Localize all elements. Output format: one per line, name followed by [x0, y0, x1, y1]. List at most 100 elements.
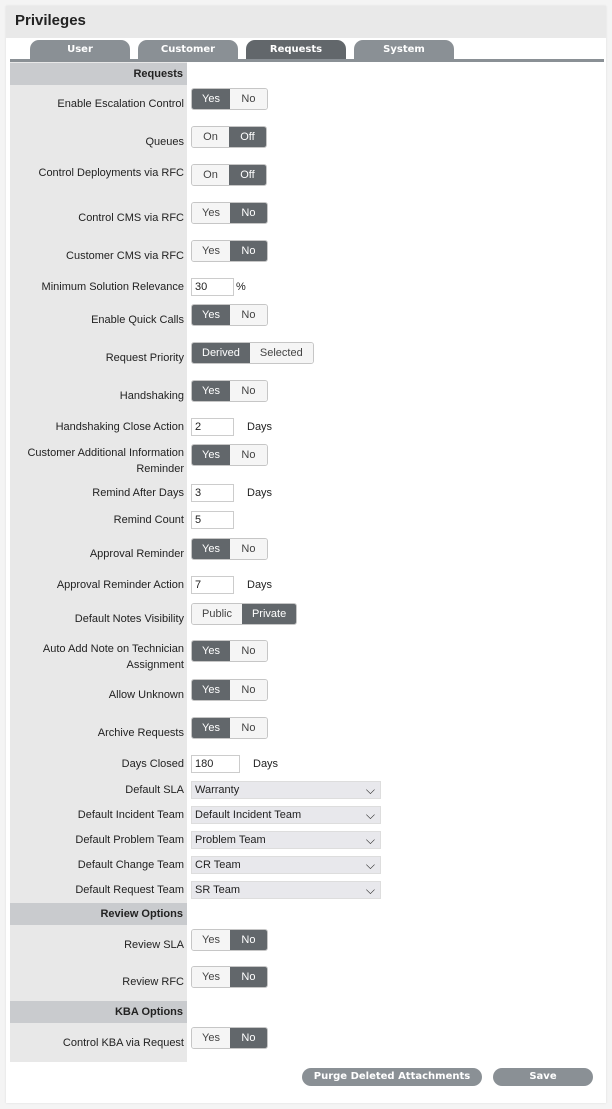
control-kba-via-request-option-no[interactable]: No [229, 1028, 267, 1048]
review-rfc-option-yes[interactable]: Yes [192, 967, 230, 987]
handshaking-option-no[interactable]: No [229, 381, 267, 401]
review-rfc-control: Yes No [191, 966, 268, 988]
control-deployments-via-rfc-label: Control Deployments via RFC [38, 167, 185, 179]
enable-quick-calls-toggle[interactable]: Yes No [191, 304, 268, 326]
control-cms-via-rfc-toggle[interactable]: Yes No [191, 202, 268, 224]
queues-option-off[interactable]: Off [229, 127, 266, 147]
auto-add-note-on-technician-assignment-label: Auto Add Note on Technician Assignment [42, 643, 184, 671]
customer-cms-via-rfc-option-yes[interactable]: Yes [192, 241, 230, 261]
remind-count-input[interactable]: 5 [191, 511, 234, 529]
minimum-solution-relevance-label: Minimum Solution Relevance [41, 281, 184, 293]
chevron-down-icon: ⌵ [365, 833, 375, 847]
queues-label: Queues [145, 136, 184, 148]
request-priority-toggle[interactable]: Derived Selected [191, 342, 314, 364]
handshaking-option-yes[interactable]: Yes [192, 381, 230, 401]
control-cms-via-rfc-option-no[interactable]: No [229, 203, 267, 223]
review-rfc-option-no[interactable]: No [229, 967, 267, 987]
section-header: KBA Options [10, 1001, 187, 1023]
approval-reminder-option-yes[interactable]: Yes [192, 539, 230, 559]
tab-customer[interactable]: Customer [138, 40, 238, 59]
auto-add-note-on-technician-assignment-option-yes[interactable]: Yes [192, 641, 230, 661]
save-button[interactable]: Save [493, 1068, 593, 1086]
customer-additional-information-reminder-label: Customer Additional Information Reminder [27, 447, 184, 475]
control-deployments-via-rfc-option-off[interactable]: Off [229, 165, 266, 185]
default-notes-visibility-option-public[interactable]: Public [192, 604, 242, 624]
approval-reminder-action-input[interactable]: 7 [191, 576, 234, 594]
enable-escalation-control-toggle[interactable]: Yes No [191, 88, 268, 110]
default-incident-team-value: Default Incident Team [195, 809, 302, 821]
customer-cms-via-rfc-option-no[interactable]: No [229, 241, 267, 261]
approval-reminder-toggle[interactable]: Yes No [191, 538, 268, 560]
default-sla-value: Warranty [195, 784, 240, 796]
default-request-team-select[interactable]: SR Team ⌵ [191, 881, 381, 899]
queues-control: On Off [191, 126, 267, 148]
control-deployments-via-rfc-option-on[interactable]: On [192, 165, 229, 185]
control-deployments-via-rfc-control: On Off [191, 164, 267, 186]
review-sla-option-no[interactable]: No [229, 930, 267, 950]
review-sla-option-yes[interactable]: Yes [192, 930, 230, 950]
review-sla-toggle[interactable]: Yes No [191, 929, 268, 951]
handshaking-close-action-input[interactable]: 2 [191, 418, 234, 436]
enable-escalation-control-option-yes[interactable]: Yes [192, 89, 230, 109]
customer-cms-via-rfc-control: Yes No [191, 240, 268, 262]
allow-unknown-option-yes[interactable]: Yes [192, 680, 230, 700]
tab-user[interactable]: User [30, 40, 130, 59]
minimum-solution-relevance-input[interactable]: 30 [191, 278, 234, 296]
queues-toggle[interactable]: On Off [191, 126, 267, 148]
chevron-down-icon: ⌵ [365, 783, 375, 797]
handshaking-close-action-control: 2 Days [191, 418, 272, 436]
control-cms-via-rfc-option-yes[interactable]: Yes [192, 203, 230, 223]
archive-requests-option-no[interactable]: No [229, 718, 267, 738]
review-sla-control: Yes No [191, 929, 268, 951]
control-kba-via-request-toggle[interactable]: Yes No [191, 1027, 268, 1049]
handshaking-label: Handshaking [119, 390, 184, 402]
enable-quick-calls-label: Enable Quick Calls [91, 314, 184, 326]
purge-deleted-attachments-button[interactable]: Purge Deleted Attachments [302, 1068, 482, 1086]
default-notes-visibility-toggle[interactable]: Public Private [191, 603, 298, 625]
days-closed-input[interactable]: 180 [191, 755, 240, 773]
tab-requests[interactable]: Requests [246, 40, 346, 59]
request-priority-option-derived[interactable]: Derived [192, 343, 250, 363]
control-deployments-via-rfc-toggle[interactable]: On Off [191, 164, 267, 186]
days-closed-label: Days Closed [121, 758, 184, 770]
handshaking-toggle[interactable]: Yes No [191, 380, 268, 402]
remind-count-label: Remind Count [113, 514, 184, 526]
privileges-panel: Privileges User Customer Requests System… [6, 6, 606, 1103]
control-cms-via-rfc-control: Yes No [191, 202, 268, 224]
default-notes-visibility-option-private[interactable]: Private [241, 604, 297, 624]
section-header: Review Options [10, 903, 187, 925]
customer-cms-via-rfc-toggle[interactable]: Yes No [191, 240, 268, 262]
tab-system[interactable]: System [354, 40, 454, 59]
enable-escalation-control-option-no[interactable]: No [229, 89, 267, 109]
request-priority-option-selected[interactable]: Selected [249, 343, 313, 363]
customer-additional-information-reminder-option-yes[interactable]: Yes [192, 445, 230, 465]
default-change-team-select[interactable]: CR Team ⌵ [191, 856, 381, 874]
enable-escalation-control-control: Yes No [191, 88, 268, 110]
enable-quick-calls-option-no[interactable]: No [229, 305, 267, 325]
tab-divider [10, 59, 604, 62]
default-request-team-control: SR Team ⌵ [191, 881, 381, 899]
default-incident-team-select[interactable]: Default Incident Team ⌵ [191, 806, 381, 824]
enable-quick-calls-option-yes[interactable]: Yes [192, 305, 230, 325]
auto-add-note-on-technician-assignment-toggle[interactable]: Yes No [191, 640, 268, 662]
control-kba-via-request-option-yes[interactable]: Yes [192, 1028, 230, 1048]
default-sla-select[interactable]: Warranty ⌵ [191, 781, 381, 799]
default-problem-team-select[interactable]: Problem Team ⌵ [191, 831, 381, 849]
customer-additional-information-reminder-toggle[interactable]: Yes No [191, 444, 268, 466]
archive-requests-option-yes[interactable]: Yes [192, 718, 230, 738]
archive-requests-toggle[interactable]: Yes No [191, 717, 268, 739]
allow-unknown-toggle[interactable]: Yes No [191, 679, 268, 701]
default-incident-team-control: Default Incident Team ⌵ [191, 806, 381, 824]
default-notes-visibility-label: Default Notes Visibility [74, 613, 184, 625]
handshaking-close-action-unit: Days [247, 421, 273, 433]
approval-reminder-option-no[interactable]: No [229, 539, 267, 559]
remind-after-days-unit: Days [247, 487, 273, 499]
auto-add-note-on-technician-assignment-option-no[interactable]: No [229, 641, 267, 661]
review-rfc-toggle[interactable]: Yes No [191, 966, 268, 988]
handshaking-control: Yes No [191, 380, 268, 402]
queues-option-on[interactable]: On [192, 127, 229, 147]
customer-additional-information-reminder-option-no[interactable]: No [229, 445, 267, 465]
archive-requests-control: Yes No [191, 717, 268, 739]
remind-after-days-input[interactable]: 3 [191, 484, 234, 502]
allow-unknown-option-no[interactable]: No [229, 680, 267, 700]
